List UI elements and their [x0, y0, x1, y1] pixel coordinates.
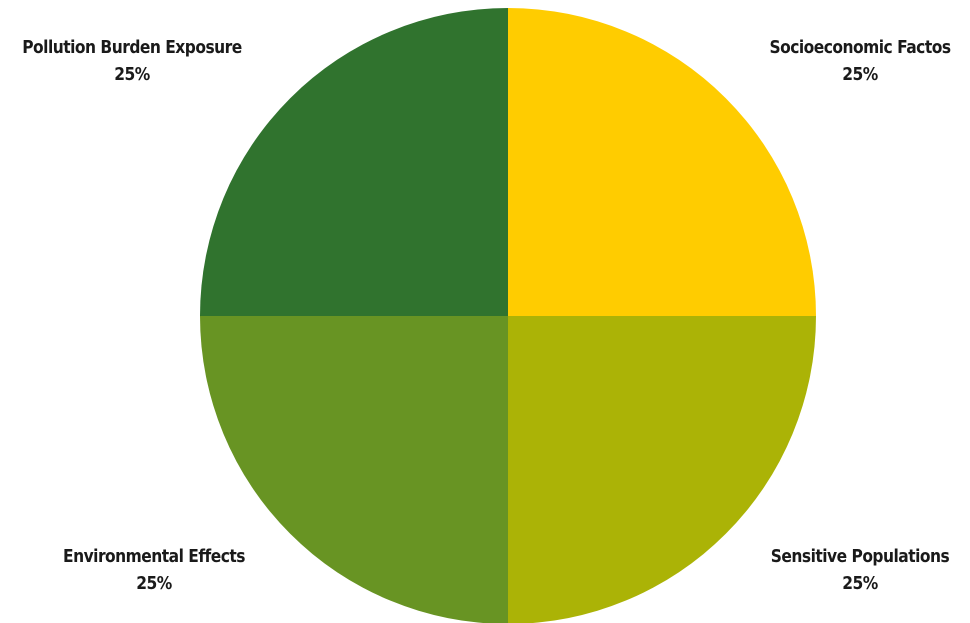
label-socioeconomic-factors-name: Socioeconomic Factos: [769, 37, 951, 58]
label-environmental-effects-percent: 25%: [136, 573, 172, 594]
label-socioeconomic-factors: Socioeconomic Factos 25%: [748, 34, 970, 88]
label-pollution-burden-exposure-percent: 25%: [114, 64, 150, 85]
label-socioeconomic-factors-percent: 25%: [842, 64, 878, 85]
label-pollution-burden-exposure: Pollution Burden Exposure 25%: [20, 34, 244, 88]
label-sensitive-populations-percent: 25%: [842, 573, 878, 594]
label-sensitive-populations-name: Sensitive Populations: [770, 546, 950, 567]
label-environmental-effects-name: Environmental Effects: [63, 546, 245, 567]
pie-slice-socioeconomic-factos: [508, 8, 816, 316]
pie-slice-environmental-effects: [200, 316, 508, 623]
pie-slice-pollution-burden-exposure: [200, 8, 508, 316]
pie-slice-sensitive-populations: [508, 316, 816, 623]
label-pollution-burden-exposure-name: Pollution Burden Exposure: [22, 37, 242, 58]
label-environmental-effects: Environmental Effects 25%: [42, 543, 266, 597]
label-sensitive-populations: Sensitive Populations 25%: [748, 543, 970, 597]
